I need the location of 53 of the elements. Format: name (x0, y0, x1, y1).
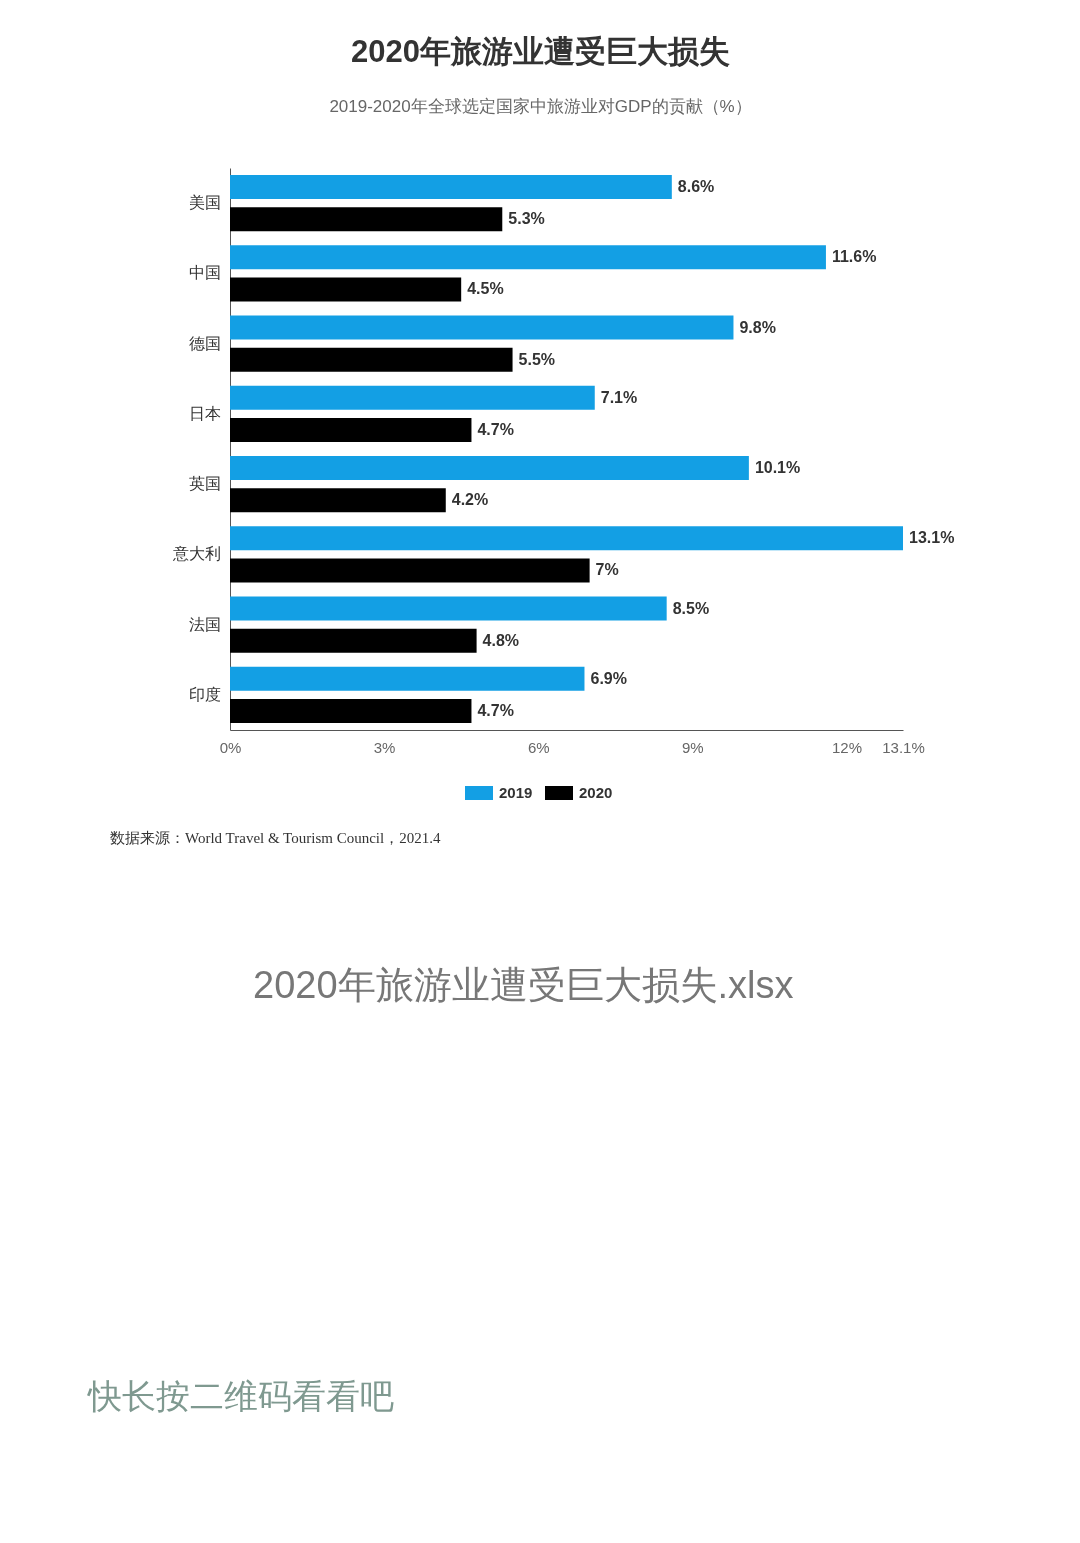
source-note: 数据来源：World Travel & Tourism Council，2021.4 (110, 830, 441, 846)
y-tick-label: 意大利 (171, 545, 221, 563)
bar (230, 666, 585, 691)
bar (230, 315, 734, 340)
bar (230, 456, 749, 481)
data-label: 6.9% (590, 669, 627, 687)
data-label: 7.1% (600, 388, 638, 406)
data-label: 11.6% (831, 248, 877, 266)
x-tick-label: 3% (373, 738, 396, 756)
legend-label: 2020 (579, 784, 613, 801)
bar (230, 277, 462, 302)
bar (230, 558, 590, 583)
bar (230, 245, 826, 270)
y-tick-label: 美国 (188, 194, 221, 212)
text: 快长按二维码看看吧 (87, 1377, 394, 1415)
text: 2020年旅游业遭受巨大损失.xlsx (253, 964, 794, 1006)
data-label: 4.5% (467, 280, 504, 298)
legend-label: 2019 (499, 784, 533, 801)
chart-subtitle: 2019-2020年全球选定国家中旅游业对GDP的贡献（%） (329, 97, 752, 116)
bar (230, 698, 472, 723)
x-tick-label: 0% (219, 738, 242, 756)
y-tick-label: 法国 (188, 615, 221, 633)
y-tick-label: 中国 (188, 264, 221, 282)
bar (230, 417, 472, 442)
bar (230, 175, 672, 200)
data-label: 4.7% (477, 701, 514, 719)
y-tick-label: 日本 (188, 404, 221, 422)
chart-title: 2020年旅游业遭受巨大损失 (351, 34, 730, 69)
data-label: 7% (595, 561, 619, 579)
data-label: 13.1% (909, 529, 955, 547)
data-label: 10.1% (754, 459, 801, 477)
bar (230, 488, 446, 513)
bar (230, 207, 503, 232)
x-tick-label: 9% (682, 738, 704, 756)
bar (230, 596, 667, 621)
data-label: 4.8% (482, 631, 520, 649)
x-tick-label: 13.1% (882, 738, 925, 756)
bar (230, 628, 477, 653)
bar (230, 385, 595, 410)
x-tick-label: 6% (527, 738, 550, 756)
bar (230, 526, 903, 551)
data-label: 4.2% (451, 491, 489, 509)
data-label: 5.3% (508, 210, 545, 228)
y-tick-label: 德国 (188, 334, 221, 352)
y-tick-label: 英国 (188, 475, 221, 493)
y-tick-label: 印度 (188, 685, 221, 703)
data-label: 9.8% (739, 318, 776, 336)
data-label: 8.6% (677, 178, 715, 196)
data-label: 4.7% (477, 420, 514, 438)
x-tick-label: 12% (831, 738, 862, 756)
data-label: 8.5% (672, 599, 710, 617)
bar (230, 347, 513, 372)
data-label: 5.5% (518, 350, 556, 368)
